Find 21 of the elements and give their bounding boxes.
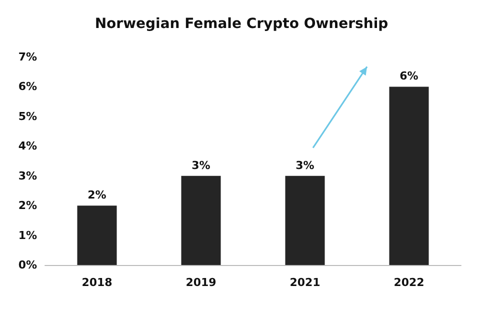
data-label: 3%: [192, 158, 210, 172]
y-tick-label: 2%: [18, 199, 37, 212]
bar: [285, 176, 325, 265]
x-tick-label: 2019: [186, 276, 216, 289]
data-label: 3%: [296, 158, 314, 172]
bar: [181, 176, 221, 265]
chart-title: Norwegian Female Crypto Ownership: [94, 16, 388, 32]
x-tick-label: 2022: [394, 276, 424, 289]
y-tick-label: 4%: [18, 140, 37, 153]
bar: [77, 206, 117, 265]
y-tick-label: 6%: [18, 80, 37, 94]
y-tick-label: 1%: [18, 228, 37, 242]
data-label: 2%: [88, 188, 106, 202]
y-tick-label: 3%: [18, 169, 37, 182]
data-label: 6%: [400, 70, 418, 83]
y-tick-label: 0%: [18, 258, 37, 272]
x-tick-label: 2021: [290, 276, 320, 289]
y-tick-label: 5%: [18, 110, 37, 123]
x-tick-label: 2018: [82, 276, 112, 289]
bar: [389, 86, 429, 265]
y-tick-label: 7%: [18, 50, 37, 64]
